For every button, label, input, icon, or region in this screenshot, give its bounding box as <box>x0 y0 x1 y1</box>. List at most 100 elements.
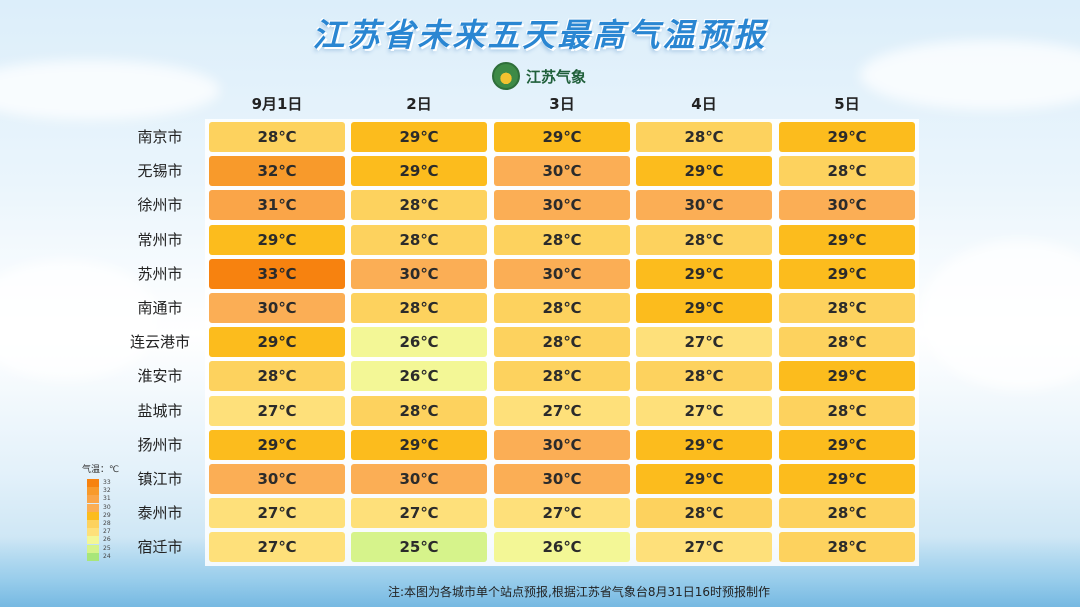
temperature-cell: 30℃ <box>494 156 630 187</box>
city-label: 盐城市 <box>137 401 183 420</box>
temperature-cell: 30℃ <box>351 258 487 289</box>
legend-swatch <box>87 520 99 528</box>
legend-label: 32 <box>103 487 111 495</box>
city-label: 淮安市 <box>137 367 183 386</box>
legend-label: 30 <box>103 503 111 511</box>
temperature-cell: 27℃ <box>209 498 345 529</box>
legend-label: 26 <box>103 536 111 544</box>
temperature-cell: 33℃ <box>209 258 345 289</box>
temperature-cell: 27℃ <box>209 532 345 563</box>
temperature-cell: 28℃ <box>351 224 487 255</box>
temperature-cell: 28℃ <box>636 498 772 529</box>
legend-swatch <box>87 511 99 520</box>
meteorology-logo-icon <box>492 62 520 90</box>
temperature-cell: 28℃ <box>779 498 915 529</box>
city-label: 常州市 <box>137 230 183 249</box>
temperature-cell: 29℃ <box>779 224 915 255</box>
temperature-cell: 26℃ <box>351 327 487 358</box>
temperature-cell: 29℃ <box>779 258 915 289</box>
temperature-cell: 29℃ <box>636 293 772 323</box>
column-header: 5日 <box>834 95 860 113</box>
temperature-cell: 29℃ <box>494 122 630 152</box>
temperature-cell: 29℃ <box>779 361 915 392</box>
temperature-cell: 28℃ <box>779 156 915 187</box>
city-label: 徐州市 <box>137 196 183 215</box>
temperature-cell: 27℃ <box>494 395 630 426</box>
temperature-cell: 25℃ <box>351 532 487 563</box>
legend-swatch <box>87 552 99 561</box>
temperature-cell: 29℃ <box>351 429 487 460</box>
temperature-cell: 30℃ <box>494 429 630 460</box>
column-header: 2日 <box>406 95 432 113</box>
temperature-cell: 27℃ <box>636 532 772 563</box>
temperature-cell: 28℃ <box>779 327 915 358</box>
temperature-cell: 29℃ <box>351 122 487 152</box>
temperature-cell: 30℃ <box>494 190 630 221</box>
temperature-cell: 27℃ <box>351 498 487 529</box>
temperature-cell: 28℃ <box>636 122 772 152</box>
temperature-cell: 29℃ <box>209 429 345 460</box>
temperature-cell: 26℃ <box>351 361 487 392</box>
city-label: 泰州市 <box>137 504 183 523</box>
temperature-cell: 29℃ <box>779 122 915 152</box>
temperature-cell: 28℃ <box>636 361 772 392</box>
temperature-cell: 28℃ <box>779 532 915 563</box>
temperature-cell: 28℃ <box>779 293 915 323</box>
legend-label: 33 <box>103 479 111 486</box>
legend-label: 29 <box>103 511 111 519</box>
column-header: 9月1日 <box>251 95 303 113</box>
legend-swatch <box>87 528 99 537</box>
city-label: 南通市 <box>137 299 183 317</box>
temperature-cell: 28℃ <box>351 293 487 323</box>
temperature-cell: 30℃ <box>494 258 630 289</box>
temperature-cell: 28℃ <box>351 190 487 221</box>
temperature-cell: 28℃ <box>351 395 487 426</box>
legend-swatch <box>87 536 99 545</box>
column-header: 3日 <box>549 95 575 113</box>
temperature-cell: 29℃ <box>779 429 915 460</box>
temperature-cell: 29℃ <box>636 258 772 289</box>
temperature-cell: 27℃ <box>494 498 630 529</box>
temperature-cell: 30℃ <box>209 464 345 494</box>
temperature-cell: 27℃ <box>209 395 345 426</box>
legend-label: 27 <box>103 528 111 536</box>
legend-swatch <box>87 487 99 496</box>
city-label: 镇江市 <box>137 470 183 488</box>
temperature-cell: 28℃ <box>494 361 630 392</box>
temperature-cell: 28℃ <box>494 293 630 323</box>
temperature-cell: 27℃ <box>636 395 772 426</box>
city-label: 无锡市 <box>137 162 183 181</box>
temperature-cell: 30℃ <box>351 464 487 494</box>
temperature-cell: 27℃ <box>636 327 772 358</box>
temperature-cell: 28℃ <box>636 224 772 255</box>
temperature-cell: 30℃ <box>494 464 630 494</box>
legend-label: 28 <box>103 520 111 527</box>
legend-swatch <box>87 479 99 487</box>
legend-title: 气温：℃ <box>82 465 120 475</box>
temperature-cell: 26℃ <box>494 532 630 563</box>
legend-swatch <box>87 544 99 553</box>
temperature-cell: 31℃ <box>209 190 345 221</box>
temperature-cell: 32℃ <box>209 156 345 187</box>
logo: 江苏气象 <box>492 61 586 91</box>
legend-label: 25 <box>103 544 111 552</box>
temperature-cell: 28℃ <box>209 122 345 152</box>
temperature-cell: 28℃ <box>209 361 345 392</box>
temperature-cell: 29℃ <box>636 429 772 460</box>
city-label: 连云港市 <box>129 333 190 352</box>
legend-swatch <box>87 503 99 512</box>
logo-text: 江苏气象 <box>526 67 587 86</box>
column-header: 4日 <box>691 95 717 113</box>
temperature-cell: 28℃ <box>494 224 630 255</box>
temperature-cell: 30℃ <box>779 190 915 221</box>
temperature-cell: 28℃ <box>494 327 630 358</box>
temperature-cell: 29℃ <box>209 224 345 255</box>
temperature-cell: 28℃ <box>779 395 915 426</box>
temperature-cell: 29℃ <box>636 156 772 187</box>
temperature-cell: 29℃ <box>209 327 345 358</box>
city-label: 扬州市 <box>137 435 183 454</box>
temperature-cell: 30℃ <box>209 293 345 323</box>
city-label: 南京市 <box>137 128 183 146</box>
city-label: 苏州市 <box>137 264 183 283</box>
temperature-cell: 29℃ <box>779 464 915 494</box>
